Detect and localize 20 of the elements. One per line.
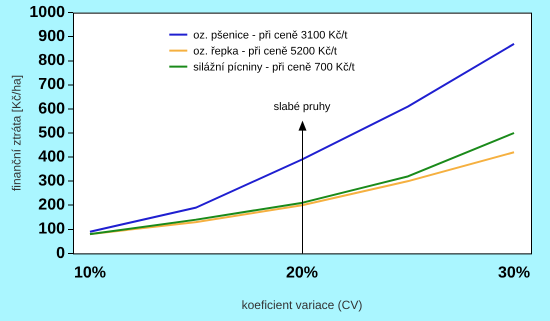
y-tick-label: 600 [38,100,66,118]
y-tick-label: 800 [38,52,66,70]
y-tick-label: 500 [38,124,66,142]
y-tick-label: 900 [38,28,66,46]
legend-label: silážní pícniny - při ceně 700 Kč/t [193,62,355,74]
x-tick-label: 30% [498,264,530,282]
annotation: slabé pruhy [274,101,331,114]
y-tick-label: 400 [38,148,66,166]
y-tick-label: 200 [38,196,66,214]
y-tick-label: 300 [38,172,66,190]
legend-label: oz. pšenice - při ceně 3100 Kč/t [193,30,348,42]
y-tick-label: 700 [38,76,66,94]
x-tick-label: 20% [286,264,318,282]
x-tick-label: 10% [74,264,106,282]
y-axis-title: finanční ztráta [Kč/ha] [10,74,24,192]
legend-label: oz. řepka - při ceně 5200 Kč/t [193,46,337,58]
y-tick-label: 100 [38,220,66,238]
y-tick-label: 0 [56,244,66,262]
x-axis-title: koeficient variace (CV) [242,298,362,312]
y-tick-label: 1000 [29,4,66,22]
